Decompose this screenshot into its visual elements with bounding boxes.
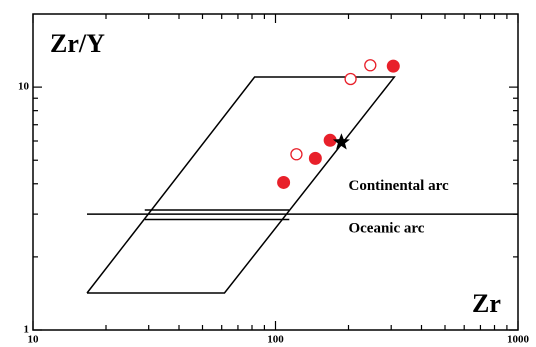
- field-boundary: [86, 76, 396, 294]
- y-axis-label: Zr/Y: [50, 29, 105, 58]
- x-axis-label: Zr: [472, 289, 501, 318]
- y-tick-label: 1: [24, 324, 30, 336]
- open-point: [344, 72, 357, 86]
- plot-frame: [32, 13, 519, 331]
- filled-point: [386, 59, 400, 73]
- filled-point: [323, 133, 337, 147]
- x-tick-label: 1000: [507, 334, 530, 346]
- star-point: [332, 133, 350, 150]
- y-tick-label: 10: [18, 81, 30, 93]
- x-tick-label: 10: [28, 334, 40, 346]
- open-point: [364, 59, 377, 72]
- annotation: Continental arc: [348, 178, 448, 194]
- open-point: [290, 148, 303, 161]
- filled-point: [308, 151, 322, 165]
- x-tick-label: 100: [267, 334, 284, 346]
- annotation: Oceanic arc: [348, 221, 424, 237]
- filled-point: [277, 175, 291, 189]
